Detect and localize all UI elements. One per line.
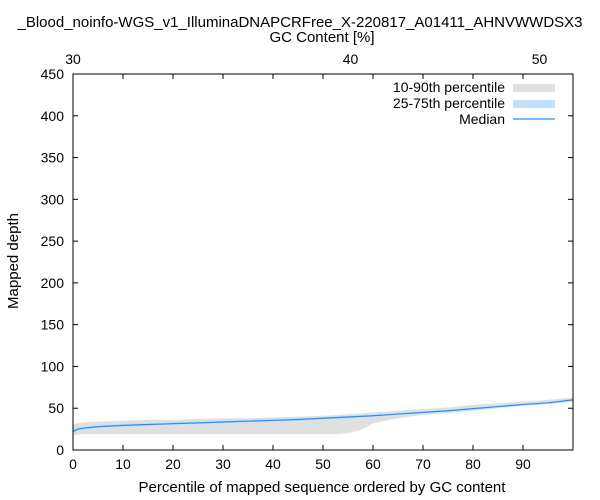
- x-tick-label: 30: [215, 456, 231, 472]
- top-axis-label: GC Content [%]: [269, 29, 374, 46]
- x-tick-label: 10: [115, 456, 131, 472]
- top-tick-label: 30: [65, 51, 81, 67]
- band-25-75: [73, 399, 573, 432]
- top-tick-label: 50: [532, 51, 548, 67]
- series-layer: [72, 397, 574, 435]
- y-tick-label: 350: [41, 150, 65, 166]
- y-tick-label: 100: [41, 358, 65, 374]
- legend-label-p25-75: 25-75th percentile: [393, 95, 505, 111]
- x-tick-label: 70: [415, 456, 431, 472]
- legend-swatch-p10-90: [513, 84, 555, 92]
- y-tick-label: 50: [48, 400, 64, 416]
- x-tick-label: 20: [165, 456, 181, 472]
- y-tick-label: 250: [41, 233, 65, 249]
- top-tick-label: 40: [343, 51, 359, 67]
- chart-title: _Blood_noinfo-WGS_v1_IlluminaDNAPCRFree_…: [17, 14, 583, 31]
- y-axis-label: Mapped depth: [5, 213, 22, 309]
- band-10-90: [73, 397, 573, 435]
- y-tick-label: 0: [56, 442, 64, 458]
- x-tick-label: 0: [69, 456, 77, 472]
- x-tick-label: 40: [265, 456, 281, 472]
- y-tick-label: 450: [41, 66, 65, 82]
- x-tick-label: 50: [315, 456, 331, 472]
- legend: 10-90th percentile 25-75th percentile Me…: [393, 79, 555, 127]
- plot-frame: [72, 73, 574, 451]
- y-tick-label: 200: [41, 275, 65, 291]
- legend-label-p10-90: 10-90th percentile: [393, 79, 505, 95]
- y-tick-label: 150: [41, 317, 65, 333]
- y-tick-label: 400: [41, 108, 65, 124]
- x-axis-label: Percentile of mapped sequence ordered by…: [139, 479, 507, 496]
- axes-layer: 0 10 20 30 40 50 60 70 80 90 0 50 100 150 200 250 300 350…: [41, 51, 574, 472]
- y-tick-label: 300: [41, 191, 65, 207]
- x-tick-label: 90: [515, 456, 531, 472]
- legend-label-median: Median: [459, 111, 505, 127]
- x-tick-label: 60: [365, 456, 381, 472]
- legend-swatch-p25-75: [513, 100, 555, 108]
- median-line: [72, 399, 574, 433]
- x-tick-label: 80: [465, 456, 481, 472]
